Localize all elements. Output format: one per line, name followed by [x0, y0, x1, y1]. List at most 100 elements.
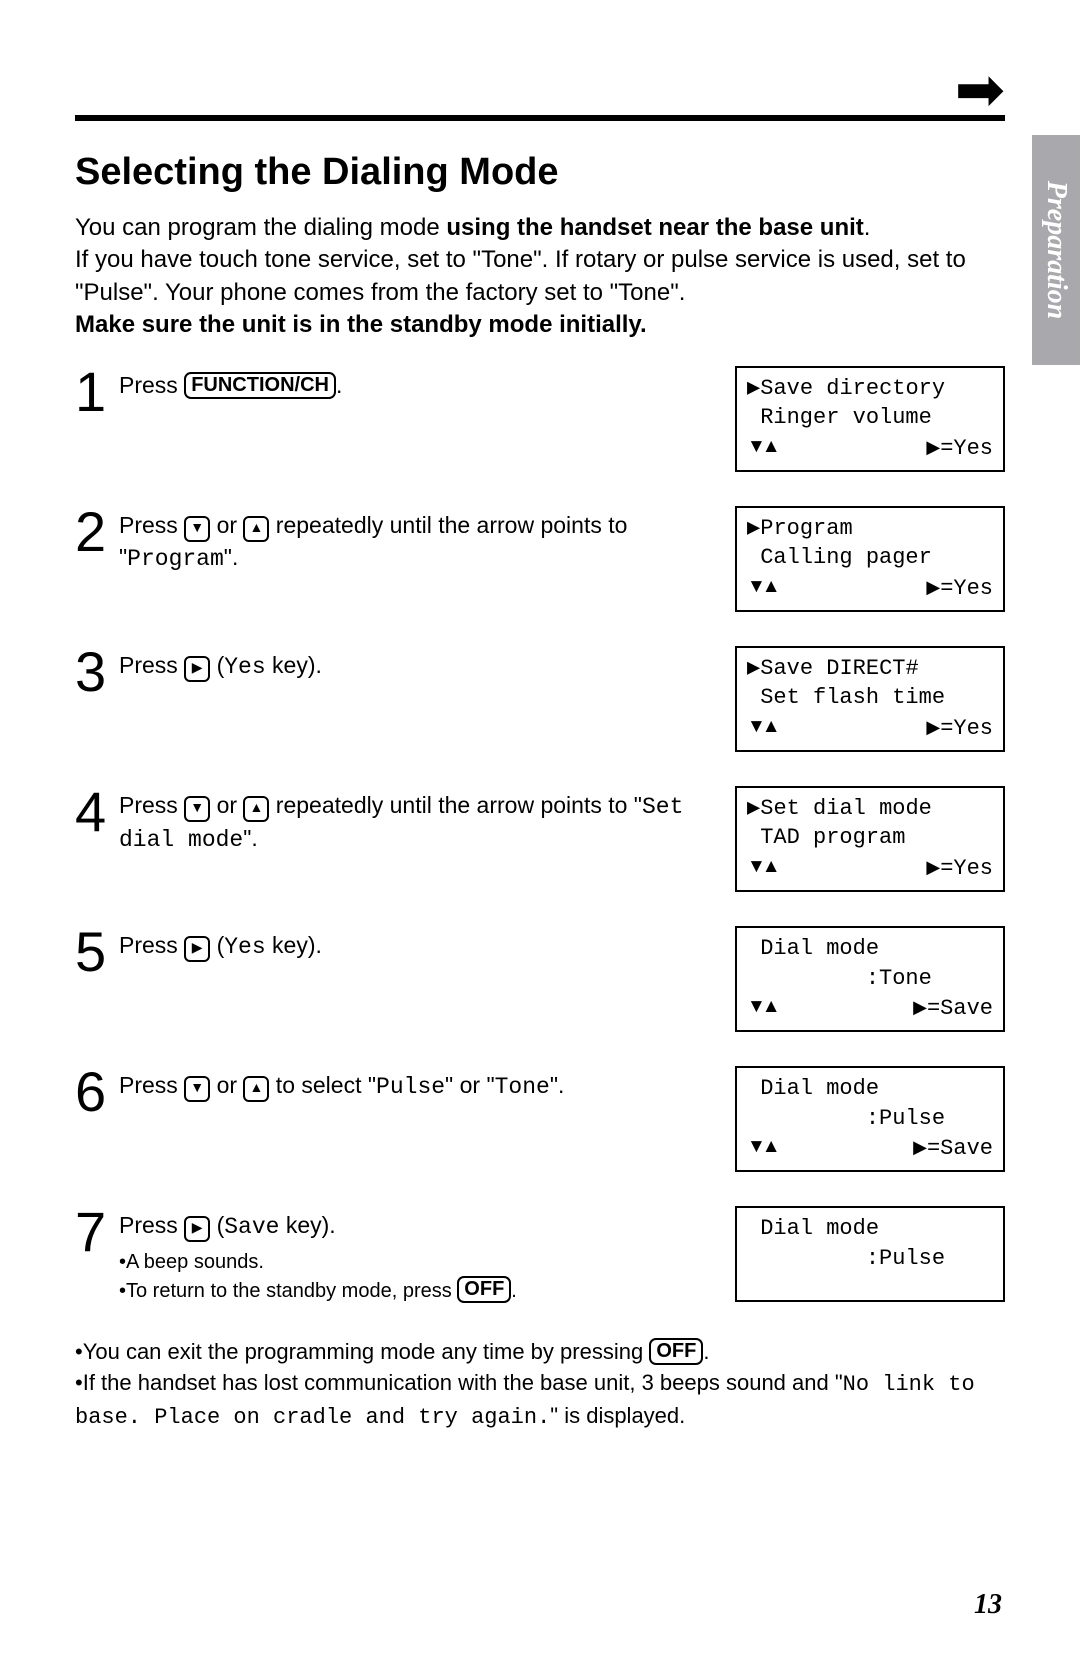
t: or — [210, 792, 243, 818]
t: =Yes — [940, 436, 993, 461]
steps-list: 1 Press FUNCTION/CH. ▶Save directory Rin… — [75, 364, 1005, 1305]
step-row: 7 Press ▶ (Save key). •A beep sounds. •T… — [75, 1204, 1005, 1305]
t: key). — [266, 932, 322, 958]
step-number: 6 — [75, 1064, 119, 1120]
lcd-display: ▶Save directory Ringer volume ▼▲▶=Yes — [735, 366, 1005, 472]
intro-part: You can program the dialing mode — [75, 214, 446, 241]
t: key). — [279, 1212, 335, 1238]
footnote: •You can exit the programming mode any t… — [75, 1337, 1005, 1368]
t: Press — [119, 1212, 184, 1238]
function-ch-button: FUNCTION/CH — [184, 372, 336, 399]
t: Press — [119, 792, 184, 818]
right-key-icon: ▶ — [184, 936, 210, 962]
sub-bullet: •To return to the standby mode, press OF… — [119, 1276, 717, 1305]
t: or — [210, 512, 243, 538]
t: ". — [550, 1072, 565, 1098]
footnotes: •You can exit the programming mode any t… — [75, 1337, 1005, 1433]
lcd-line2: :Tone — [747, 964, 993, 994]
lcd-line1: ▶Set dial mode — [747, 794, 993, 824]
step-row: 2 Press ▼ or ▲ repeatedly until the arro… — [75, 504, 1005, 612]
lcd-nav: ▼▲ ▶=Yes — [747, 853, 993, 884]
lcd-right: ▶=Yes — [926, 854, 993, 884]
step-number: 5 — [75, 924, 119, 980]
t: Press — [119, 1072, 184, 1098]
play-icon: ▶ — [926, 437, 940, 457]
play-icon: ▶ — [926, 717, 940, 737]
step-row: 5 Press ▶ (Yes key). Dial mode :Tone ▼▲▶… — [75, 924, 1005, 1032]
nav-arrows-icon: ▼▲ — [747, 994, 777, 1024]
step-text: Press ▼ or ▲ repeatedly until the arrow … — [119, 504, 735, 575]
up-key-icon: ▲ — [243, 796, 269, 822]
play-icon: ▶ — [926, 857, 940, 877]
step-sub-bullets: •A beep sounds. •To return to the standb… — [119, 1249, 717, 1305]
nav-arrows-icon: ▼▲ — [747, 714, 777, 744]
t: =Yes — [940, 856, 993, 881]
nav-arrows-icon: ▼▲ — [747, 1134, 777, 1164]
t: . — [703, 1339, 709, 1364]
t: . — [511, 1280, 517, 1302]
step-text: Press ▶ (Save key). •A beep sounds. •To … — [119, 1204, 735, 1305]
play-icon: ▶ — [926, 577, 940, 597]
off-button: OFF — [649, 1338, 703, 1365]
step-text: Press ▼ or ▲ to select "Pulse" or "Tone"… — [119, 1064, 735, 1103]
lcd-line1: Dial mode — [747, 1214, 993, 1244]
lcd-nav: ▼▲ ▶=Yes — [747, 713, 993, 744]
step-text: Press FUNCTION/CH. — [119, 364, 735, 401]
step-row: 3 Press ▶ (Yes key). ▶Save DIRECT# Set f… — [75, 644, 1005, 752]
t: =Save — [927, 1136, 993, 1161]
right-key-icon: ▶ — [184, 1216, 210, 1242]
t: Press — [119, 652, 184, 678]
top-rule — [75, 115, 1005, 121]
intro-part: . — [864, 214, 871, 241]
t: ( — [210, 932, 224, 958]
lcd-right: ▶=Yes — [926, 434, 993, 464]
t: ( — [210, 652, 224, 678]
continue-arrow-icon: ➡ — [955, 60, 1005, 120]
step-number: 4 — [75, 784, 119, 840]
t: ( — [210, 1212, 224, 1238]
t: ". — [243, 825, 258, 851]
t: " or " — [445, 1072, 495, 1098]
intro-part: If you have touch tone service, set to "… — [75, 246, 966, 305]
lcd-display: Dial mode :Pulse — [735, 1206, 1005, 1302]
t: •To return to the standby mode, press — [119, 1280, 457, 1302]
t: =Yes — [940, 576, 993, 601]
lcd-line2: :Pulse — [747, 1244, 993, 1274]
lcd-display: ▶Save DIRECT# Set flash time ▼▲ ▶=Yes — [735, 646, 1005, 752]
nav-arrows-icon: ▼▲ — [747, 434, 777, 464]
t: Press — [119, 372, 184, 398]
t: " is displayed. — [550, 1403, 685, 1428]
lcd-right: ▶=Save — [913, 1134, 993, 1164]
lcd-display: Dial mode :Tone ▼▲▶=Save — [735, 926, 1005, 1032]
intro-bold: using the handset near the base unit — [446, 214, 863, 241]
up-key-icon: ▲ — [243, 516, 269, 542]
step-row: 1 Press FUNCTION/CH. ▶Save directory Rin… — [75, 364, 1005, 472]
t: . — [336, 372, 342, 398]
sub-bullet: •A beep sounds. — [119, 1249, 717, 1276]
step-row: 6 Press ▼ or ▲ to select "Pulse" or "Ton… — [75, 1064, 1005, 1172]
t: •If the handset has lost communication w… — [75, 1370, 843, 1395]
lcd-line1: ▶Save DIRECT# — [747, 654, 993, 684]
lcd-nav: ▼▲ ▶=Save — [747, 1133, 993, 1164]
lcd-line2: :Pulse — [747, 1104, 993, 1134]
section-tab-label: Preparation — [1040, 181, 1072, 319]
play-icon: ▶ — [913, 1137, 927, 1157]
lcd-right: ▶=Yes — [926, 574, 993, 604]
t: =Save — [927, 996, 993, 1021]
step-row: 4 Press ▼ or ▲ repeatedly until the arro… — [75, 784, 1005, 892]
page-number: 13 — [974, 1589, 1002, 1621]
nav-arrows-icon: ▼▲ — [747, 574, 777, 604]
nav-arrows-icon: ▼▲ — [747, 854, 777, 884]
t: to select " — [269, 1072, 376, 1098]
down-key-icon: ▼ — [184, 516, 210, 542]
mono-text: Pulse — [376, 1074, 445, 1100]
play-icon: ▶ — [913, 997, 927, 1017]
t: ". — [224, 544, 239, 570]
page-title: Selecting the Dialing Mode — [75, 151, 1005, 194]
footnote: •If the handset has lost communication w… — [75, 1368, 1005, 1434]
mono-text: Yes — [224, 654, 265, 680]
t: =Yes — [940, 716, 993, 741]
lcd-line2: Ringer volume — [747, 403, 993, 433]
lcd-line2: Set flash time — [747, 683, 993, 713]
lcd-display: ▶Set dial mode TAD program ▼▲▶=Yes — [735, 786, 1005, 892]
